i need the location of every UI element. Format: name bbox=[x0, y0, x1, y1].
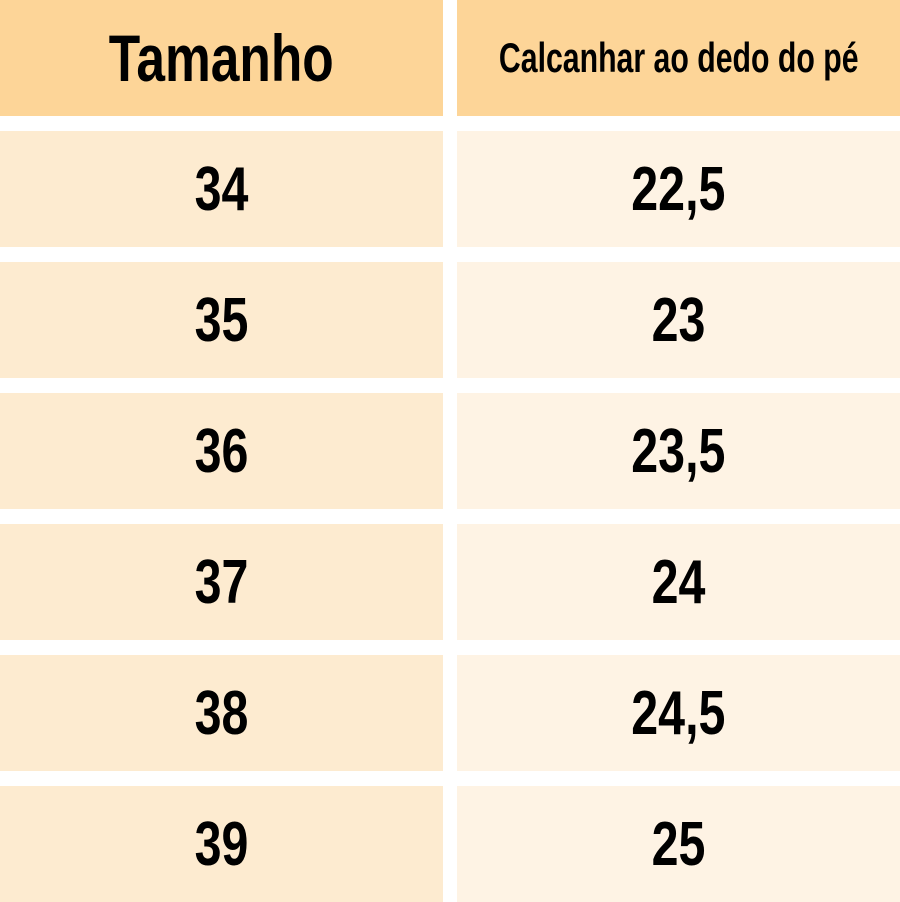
cell-value: 37 bbox=[194, 547, 249, 617]
length-cell: 22,5 bbox=[457, 131, 900, 247]
length-cell: 25 bbox=[457, 786, 900, 902]
cell-value: 25 bbox=[651, 809, 706, 879]
size-cell: 36 bbox=[0, 393, 443, 509]
cell-value: 22,5 bbox=[631, 154, 726, 224]
size-cell: 38 bbox=[0, 655, 443, 771]
cell-value: 36 bbox=[194, 416, 249, 486]
cell-value: 38 bbox=[194, 678, 249, 748]
size-cell: 35 bbox=[0, 262, 443, 378]
header-size: Tamanho bbox=[0, 0, 443, 116]
length-cell: 23 bbox=[457, 262, 900, 378]
size-cell: 39 bbox=[0, 786, 443, 902]
header-heel-to-toe-label: Calcanhar ao dedo do pé bbox=[498, 34, 859, 81]
cell-value: 23 bbox=[651, 285, 706, 355]
length-cell: 24,5 bbox=[457, 655, 900, 771]
cell-value: 35 bbox=[194, 285, 249, 355]
cell-value: 34 bbox=[194, 154, 249, 224]
cell-value: 24,5 bbox=[631, 678, 726, 748]
size-cell: 37 bbox=[0, 524, 443, 640]
header-size-label: Tamanho bbox=[108, 21, 335, 95]
cell-value: 23,5 bbox=[631, 416, 726, 486]
cell-value: 39 bbox=[194, 809, 249, 879]
size-cell: 34 bbox=[0, 131, 443, 247]
length-cell: 24 bbox=[457, 524, 900, 640]
cell-value: 24 bbox=[651, 547, 706, 617]
header-heel-to-toe: Calcanhar ao dedo do pé bbox=[457, 0, 900, 116]
length-cell: 23,5 bbox=[457, 393, 900, 509]
